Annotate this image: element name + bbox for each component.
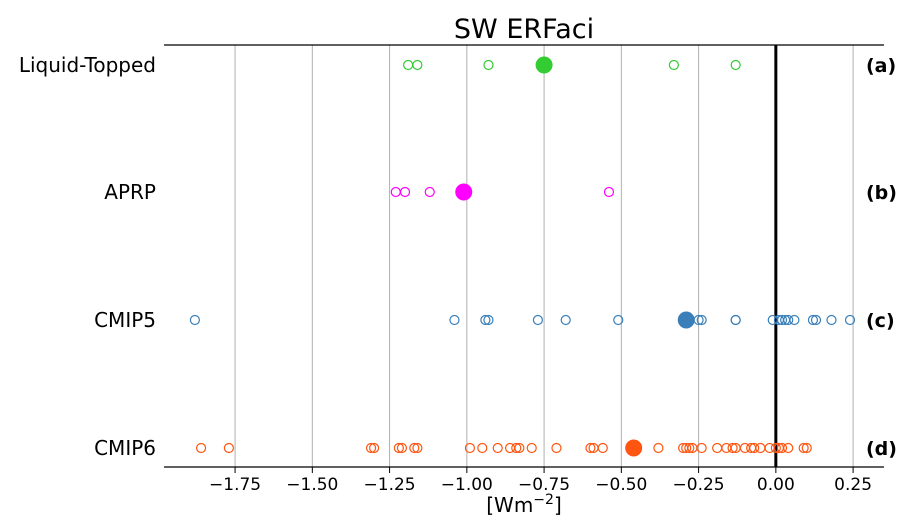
x-tick-label: 0.00 [757, 475, 795, 495]
x-tick-label: 0.25 [834, 475, 872, 495]
data-point [801, 442, 812, 454]
data-point [783, 442, 794, 454]
x-axis-label-base: [Wm [486, 493, 533, 517]
x-axis-label-end: ] [554, 493, 562, 517]
panel-label: (c) [866, 310, 895, 332]
data-point [696, 442, 707, 454]
data-point [712, 442, 723, 454]
data-point [195, 442, 207, 454]
data-point [696, 314, 707, 326]
panel-label: (a) [866, 55, 896, 77]
data-point [399, 186, 411, 198]
mean-point [455, 183, 473, 201]
x-tick-label: −1.00 [441, 475, 493, 495]
panel-label: (d) [866, 438, 897, 460]
data-point [727, 442, 738, 454]
data-point [532, 314, 544, 326]
category-label: APRP [104, 180, 156, 204]
data-point [396, 442, 408, 454]
series-cmip5 [189, 311, 856, 329]
data-point [526, 442, 537, 454]
data-point [810, 314, 822, 326]
data-point [365, 442, 377, 454]
data-point [480, 314, 491, 326]
x-ticks: −1.75 −1.50 −1.25 −1.00 −0.75 −0.50 −0.25 0.00 0… [209, 467, 872, 495]
data-point [424, 186, 435, 198]
series-aprp [390, 183, 615, 201]
x-tick-label: −1.25 [364, 475, 416, 495]
data-point [826, 314, 837, 326]
data-point [668, 59, 679, 71]
category-label: CMIP5 [94, 308, 156, 332]
data-point [776, 314, 788, 326]
category-label: CMIP6 [94, 436, 156, 460]
data-point [390, 186, 401, 198]
category-label: Liquid-Topped [19, 53, 156, 77]
data-point [755, 442, 766, 454]
data-point [585, 442, 596, 454]
data-point [684, 442, 695, 454]
series-liquid-topped [403, 56, 741, 74]
data-point [393, 442, 404, 454]
data-point [653, 442, 664, 454]
data-point [681, 442, 692, 454]
mean-point [625, 439, 643, 457]
data-point [789, 314, 800, 326]
data-point [514, 442, 525, 454]
data-point [551, 442, 562, 454]
data-point [730, 59, 741, 71]
x-tick-label: −0.25 [673, 475, 725, 495]
x-tick-label: −1.75 [209, 475, 261, 495]
x-tick-label: −0.50 [595, 475, 647, 495]
data-point [798, 442, 809, 454]
series-cmip6 [195, 439, 812, 457]
data-point [776, 442, 788, 454]
data-point [412, 59, 423, 71]
data-point [412, 442, 423, 454]
data-point [483, 59, 494, 71]
category-labels: Liquid-Topped APRP CMIP5 CMIP6 [19, 53, 156, 460]
data-point [560, 314, 571, 326]
data-point [603, 186, 615, 198]
data-point [597, 442, 608, 454]
mean-point [535, 56, 553, 74]
data-point [749, 442, 760, 454]
data-point [511, 442, 522, 454]
x-gridlines [234, 45, 854, 467]
data-point [189, 314, 201, 326]
data-point [844, 314, 856, 326]
panel-label: (b) [866, 182, 897, 204]
data-point [770, 442, 781, 454]
data-point [477, 442, 488, 454]
data-point [730, 314, 741, 326]
data-point [807, 314, 819, 326]
data-point [403, 59, 414, 71]
mean-point [677, 311, 695, 329]
data-point [492, 442, 503, 454]
data-point [449, 314, 460, 326]
data-point [409, 442, 420, 454]
data-point [223, 442, 234, 454]
chart-title: SW ERFaci [454, 14, 594, 45]
panel-labels: (a) (b) (c) (d) [866, 55, 897, 460]
x-axis-label: [Wm−2] [486, 492, 562, 517]
data-point [464, 442, 476, 454]
x-axis-label-exponent: −2 [533, 492, 554, 508]
x-tick-label: −0.75 [518, 475, 570, 495]
data-points [189, 56, 856, 457]
data-point [369, 442, 380, 454]
data-point [783, 314, 794, 326]
x-tick-label: −1.50 [286, 475, 338, 495]
data-point [613, 314, 624, 326]
data-point [483, 314, 494, 326]
